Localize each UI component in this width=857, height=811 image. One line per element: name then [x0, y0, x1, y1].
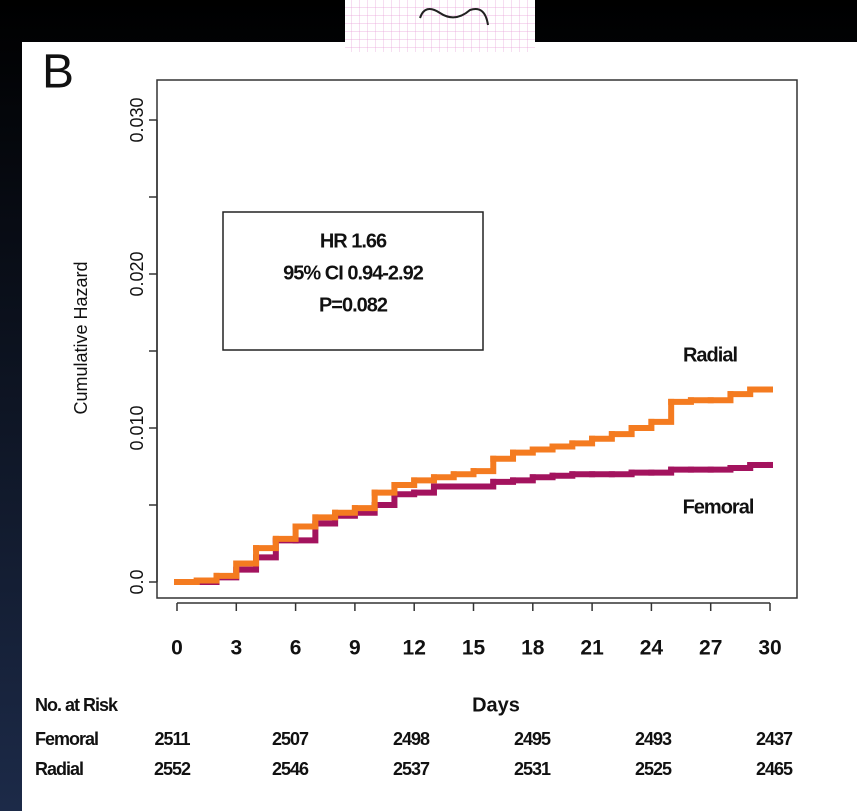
x-tick-label: 12 — [403, 637, 426, 660]
x-axis-label: Days — [472, 694, 520, 716]
x-tick-label: 18 — [521, 637, 545, 660]
risk-value: 2531 — [514, 759, 551, 779]
step-segment — [233, 545, 260, 567]
series-label: Femoral — [683, 496, 754, 518]
y-tick-label: 0.010 — [127, 405, 147, 450]
step-segment — [213, 560, 240, 579]
x-tick-label: 15 — [462, 637, 486, 660]
y-tick-label: 0.0 — [127, 569, 147, 594]
panel-label: B — [42, 46, 74, 99]
y-tick-label: 0.020 — [127, 251, 147, 296]
x-tick-label: 27 — [699, 637, 722, 660]
x-tick-label: 3 — [230, 637, 242, 660]
ecg-trace — [419, 8, 489, 26]
risk-row-label: Femoral — [35, 729, 98, 749]
x-tick-label: 6 — [290, 637, 302, 660]
step-segment — [292, 514, 319, 530]
step-segment — [351, 489, 378, 512]
risk-value: 2552 — [154, 759, 191, 779]
risk-value: 2546 — [272, 759, 309, 779]
panel — [22, 42, 857, 811]
y-tick-label: 0.030 — [127, 97, 147, 142]
step-segment — [253, 535, 279, 552]
x-tick-label: 9 — [349, 637, 361, 660]
risk-value: 2493 — [635, 729, 672, 749]
x-tick-label: 21 — [580, 637, 604, 660]
x-tick-label: 24 — [640, 637, 664, 660]
risk-value: 2507 — [272, 729, 309, 749]
annotation-box — [222, 211, 484, 351]
step-segment — [470, 455, 497, 475]
risk-row-label: Radial — [35, 759, 83, 779]
annotation: 95% CI 0.94-2.92 — [283, 262, 424, 284]
x-tick-label: 30 — [758, 637, 781, 660]
ecg-image — [345, 0, 535, 52]
x-tick-label: 0 — [171, 637, 183, 660]
risk-value: 2511 — [154, 729, 190, 749]
annotation: HR 1.66 — [320, 230, 387, 252]
risk-value: 2537 — [393, 759, 430, 779]
annotation: P=0.082 — [319, 294, 388, 316]
risk-value: 2465 — [756, 759, 793, 779]
series-label: Radial — [683, 344, 737, 366]
y-axis-label: Cumulative Hazard — [71, 261, 91, 414]
step-segment — [648, 398, 675, 425]
step-segment — [371, 491, 398, 508]
risk-value: 2495 — [514, 729, 551, 749]
risk-value: 2437 — [756, 729, 793, 749]
step-segment — [272, 523, 299, 542]
risk-value: 2498 — [393, 729, 430, 749]
risk-table-title: No. at Risk — [35, 695, 119, 715]
risk-value: 2525 — [635, 759, 672, 779]
